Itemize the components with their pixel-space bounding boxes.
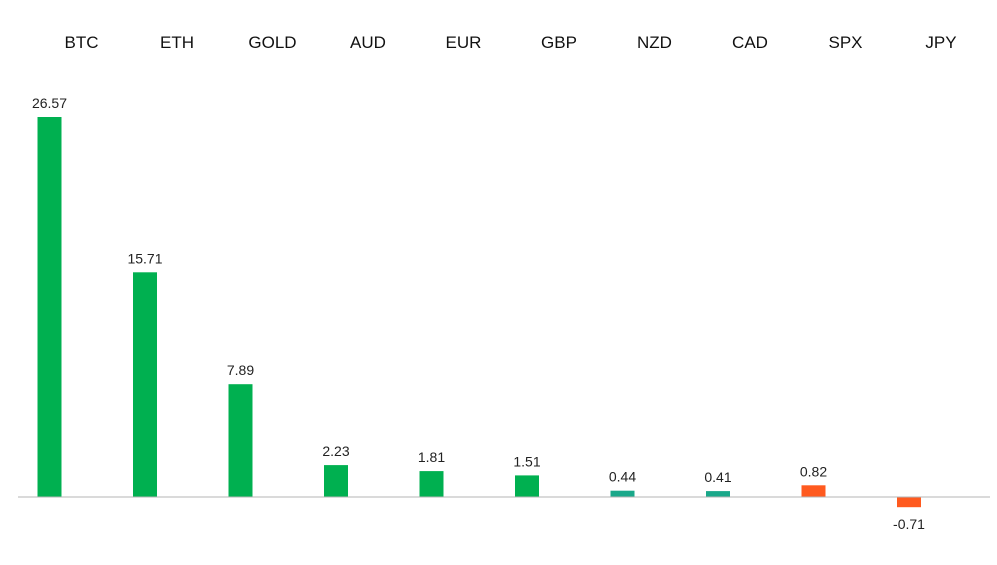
bar-nzd (610, 490, 635, 497)
bar-gbp (515, 475, 539, 497)
category-label-spx: SPX (828, 33, 862, 52)
value-label-jpy: -0.71 (893, 516, 925, 532)
bar-eur (419, 471, 444, 497)
value-label-cad: 0.41 (704, 469, 731, 485)
value-labels: 26.57 15.71 7.89 2.23 1.81 1.51 0.44 0.41 0.82 -0… (32, 95, 925, 532)
value-label-gbp: 1.51 (513, 453, 540, 469)
category-labels: BTC ETH GOLD AUD EUR GBP NZD CAD SPX JPY (65, 33, 957, 52)
value-label-btc: 26.57 (32, 95, 67, 111)
bar-cad (706, 491, 730, 497)
value-label-nzd: 0.44 (609, 469, 636, 485)
bar-aud (324, 465, 348, 497)
bar-btc (37, 117, 62, 497)
category-label-jpy: JPY (925, 33, 956, 52)
category-label-cad: CAD (732, 33, 768, 52)
bar-jpy (897, 497, 921, 508)
category-label-gold: GOLD (248, 33, 296, 52)
bar-spx (801, 485, 826, 497)
value-label-gold: 7.89 (227, 362, 254, 378)
bars (37, 117, 921, 508)
value-label-eth: 15.71 (127, 250, 162, 266)
category-label-btc: BTC (65, 33, 99, 52)
category-label-eth: ETH (160, 33, 194, 52)
category-label-nzd: NZD (637, 33, 672, 52)
category-label-eur: EUR (446, 33, 482, 52)
value-label-eur: 1.81 (418, 449, 445, 465)
bar-eth (133, 272, 157, 497)
value-label-spx: 0.82 (800, 463, 827, 479)
category-label-gbp: GBP (541, 33, 577, 52)
category-label-aud: AUD (350, 33, 386, 52)
bar-gold (228, 384, 253, 497)
value-label-aud: 2.23 (322, 443, 349, 459)
